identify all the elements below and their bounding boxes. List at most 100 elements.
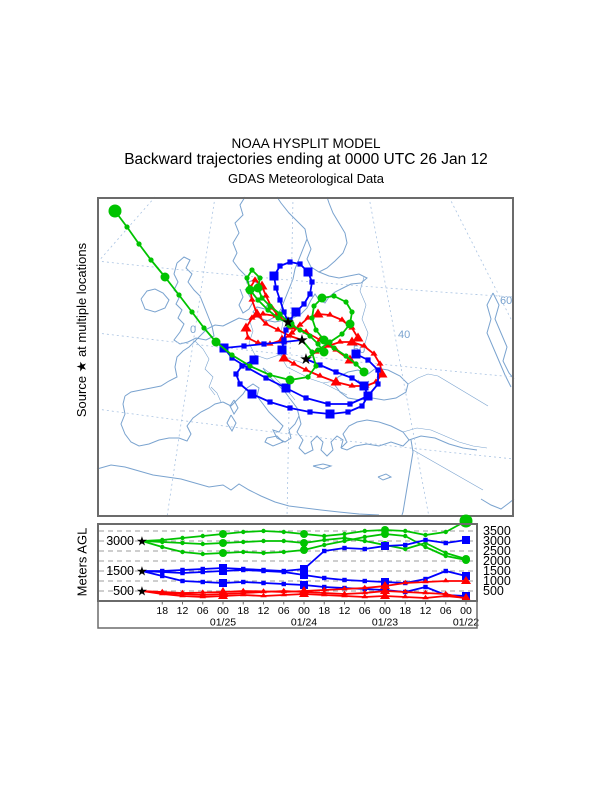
height-3000m-3-marker [300,546,308,554]
traj-500m-1-marker [254,339,262,345]
hour-tick-label: 12 [420,605,432,617]
height-3000m-3-marker [281,549,286,555]
traj-500m-3-marker [360,342,368,348]
traj-3000m-1-marker [176,292,182,298]
traj-1500m-3-marker [359,403,365,409]
traj-500m-3-marker [324,342,332,348]
traj-3000m-3-marker [339,331,345,337]
traj-3000m-3-marker [309,315,315,321]
height-1500m-2-marker [261,568,266,574]
height-1500m-1-marker [381,542,389,550]
traj-1500m-2-marker [263,375,269,381]
height-3000m-1-marker [342,531,347,537]
traj-1500m-1-marker [291,307,301,317]
traj-1500m-3-marker [237,381,243,387]
left-axis-label: 3000 [106,534,134,548]
height-1500m-1-marker [342,545,347,551]
source-star: ★ [299,351,312,368]
height-profile-panel: ★★★3000150050035003000250020001500100050… [97,514,511,629]
height-500m-3-marker [240,591,247,597]
traj-1500m-1-marker [303,267,313,277]
right-axis-label: 2000 [483,554,511,568]
coastline [312,463,333,470]
country-border [286,366,336,384]
coastline [140,288,170,313]
coastline [238,288,254,314]
traj-3000m-2-marker [245,285,255,295]
height-500m-1-marker [321,586,328,592]
graticule-label: 40 [398,329,410,341]
height-3000m-2-marker [160,539,165,545]
model-title: NOAA HYSPLIT MODEL [231,136,381,151]
height-1500m-2-marker [342,577,347,583]
traj-3000m-1-marker [160,272,170,282]
traj-1500m-2-marker [325,401,331,407]
traj-500m-1-marker [296,321,304,327]
traj-500m-3-marker [376,360,384,366]
height-3000m-3-marker [261,550,266,556]
height-500m-3-marker [218,591,228,599]
traj-500m-1-marker [244,334,252,340]
height-1500m-2-marker [322,575,327,581]
height-3000m-3-marker [342,538,347,544]
traj-3000m-3-marker [327,339,333,345]
height-3000m-1-marker [300,530,308,538]
met-data-subtitle: GDAS Meteorological Data [227,171,385,186]
height-1500m-2-marker [160,569,165,575]
height-500m-1-marker [199,589,206,594]
height-1500m-2-marker [180,570,185,576]
height-500m-2-marker [422,589,429,595]
traj-3000m-2-marker [307,333,313,339]
right-axis-label: 500 [483,584,504,598]
traj-3000m-1-marker [267,372,273,378]
traj-1500m-3-marker [233,371,239,377]
coastline [340,419,410,451]
traj-1500m-2-marker [229,355,235,361]
height-500m-1-marker [402,579,409,585]
height-500m-3-marker [280,591,287,597]
height-500m-3-marker [361,593,368,599]
height-1500m-3-marker [261,580,266,586]
hour-tick-label: 00 [460,605,472,617]
traj-1500m-1-marker [277,297,283,303]
right-axis-label: 1500 [483,564,511,578]
time-label-frame [97,600,478,629]
traj-500m-1-marker [240,322,252,332]
traj-1500m-2-marker [351,349,361,359]
height-500m-3-marker [380,591,390,599]
height-3000m-3-marker [362,534,367,540]
hour-tick-label: 00 [379,605,391,617]
traj-1500m-2-marker [375,367,381,373]
traj-1500m-2-marker [281,383,291,393]
traj-1500m-1-marker [309,279,315,285]
traj-1500m-1-marker [301,301,307,307]
traj-500m-2-marker [248,296,256,302]
height-500m-3-marker [321,591,328,597]
height-3000m-2-marker [180,540,185,546]
height-500m-3-marker [159,590,166,596]
coastline [120,395,224,447]
traj-3000m-1-marker [201,325,207,331]
height-1500m-2-marker [362,578,367,584]
traj-1500m-3-marker [317,362,323,368]
map-frame [97,197,514,517]
height-1500m-2-marker [281,569,286,575]
height-1500m-3-marker [281,581,286,587]
traj-500m-3-marker [302,366,310,372]
coastline [306,196,348,273]
traj-1500m-1-marker [307,291,313,297]
traj-500m-3-marker [330,376,342,386]
coastline [222,383,300,443]
traj-3000m-2-marker [253,283,263,293]
traj-1500m-3-marker [287,405,293,411]
height-3000m-2-marker [261,538,266,544]
coastline [264,435,284,447]
height-1500m-1-marker [462,536,470,544]
traj-500m-1-marker [326,311,334,317]
height-500m-3-marker [461,593,471,601]
traj-1500m-1-marker [283,327,289,333]
coastline [486,292,512,388]
height-3000m-1-marker [281,529,286,535]
traj-500m-1-marker [352,332,364,342]
coastline [226,414,237,433]
